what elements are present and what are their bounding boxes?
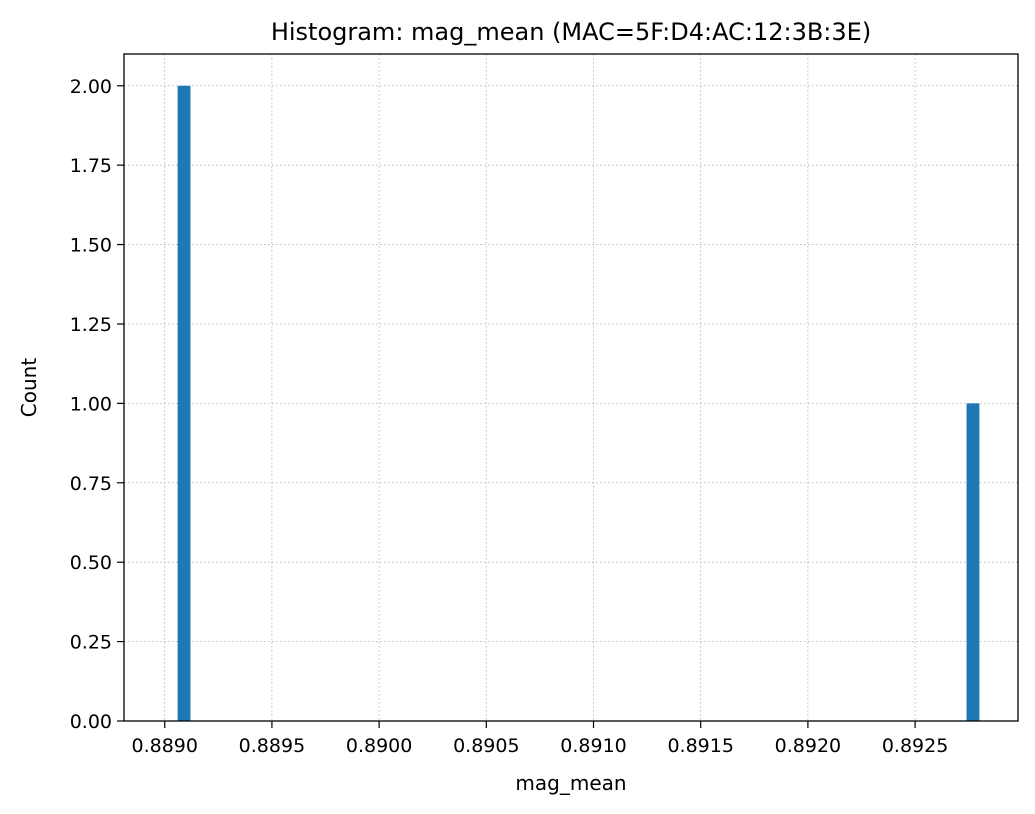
y-tick-label: 1.25 [70,314,112,336]
bars [177,85,980,721]
y-tick-label: 1.00 [70,393,112,415]
x-tick-label: 0.8905 [453,735,519,757]
y-tick-label: 0.50 [70,552,112,574]
y-tick-label: 0.00 [70,711,112,733]
y-tick-label: 0.75 [70,473,112,495]
x-tick-label: 0.8915 [667,735,733,757]
y-tick-label: 2.00 [70,76,112,98]
x-axis-ticks: 0.8890 0.8895 0.8900 0.8905 0.8910 0.8915 0.89… [131,721,948,757]
x-tick-label: 0.8900 [346,735,412,757]
x-tick-label: 0.8890 [131,735,197,757]
histogram-bar [966,403,980,721]
y-tick-label: 1.75 [70,155,112,177]
x-axis-label: mag_mean [515,771,626,795]
y-tick-label: 0.25 [70,632,112,654]
x-tick-label: 0.8895 [239,735,305,757]
axes-frame [123,53,1019,722]
x-tick-label: 0.8920 [775,735,841,757]
x-tick-label: 0.8925 [882,735,948,757]
y-axis-label: Count [17,358,41,418]
y-tick-label: 1.50 [70,235,112,257]
x-tick-label: 0.8910 [560,735,626,757]
y-axis-ticks: 0.00 0.25 0.50 0.75 1.00 1.25 1.50 1.75 2.00 [70,76,124,733]
histogram-bar [177,85,191,721]
chart-title: Histogram: mag_mean (MAC=5F:D4:AC:12:3B:… [271,18,871,46]
